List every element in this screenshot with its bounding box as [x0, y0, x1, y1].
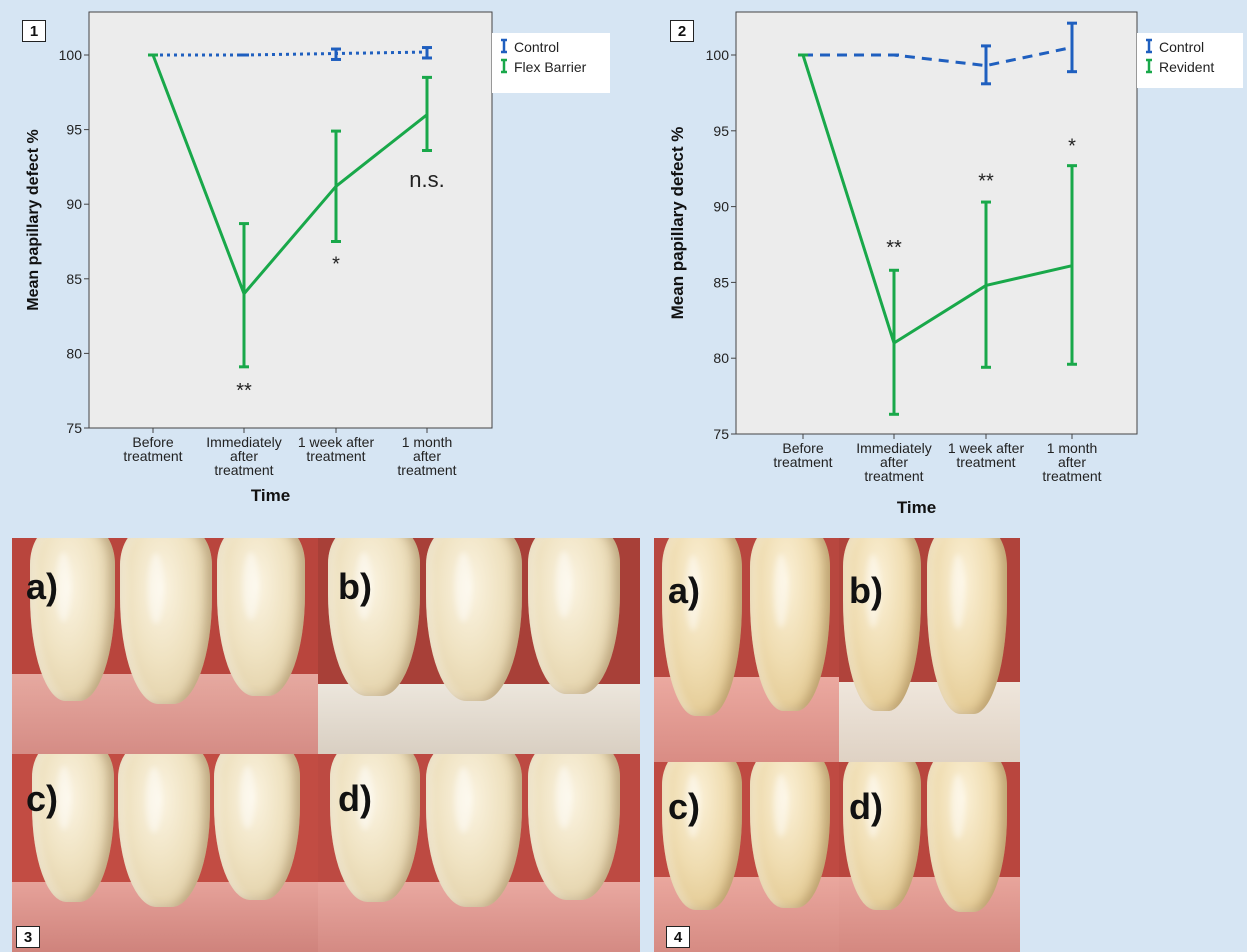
x-tick-label: treatment	[306, 448, 365, 464]
y-tick-label: 90	[66, 196, 82, 212]
y-tick-label: 95	[66, 122, 82, 138]
figure-2-panel: 2 75 80 85 90 95 100 Before treatment Immediatel…	[620, 0, 1247, 530]
significance-annotation: n.s.	[409, 167, 444, 192]
significance-annotation: **	[886, 237, 902, 259]
figure-3-photo-grid: a) b) c) d) 3	[12, 538, 640, 952]
figure-3-number: 3	[16, 926, 40, 948]
x-tick-label: after	[880, 454, 908, 470]
y-axis-label: Mean papillary defect %	[25, 129, 42, 310]
figure-4-photo-grid: a) b) c) d) 4	[654, 538, 1020, 952]
photo-3c: c)	[12, 754, 318, 952]
x-tick-label: after	[413, 448, 441, 464]
figure-2-number: 2	[670, 20, 694, 42]
y-tick-label: 95	[713, 123, 729, 139]
x-tick-label: 1 week after	[948, 440, 1025, 456]
significance-annotation: **	[236, 380, 252, 402]
figure-4-number: 4	[666, 926, 690, 948]
y-tick-label: 85	[66, 271, 82, 287]
photo-3b-label: b)	[338, 566, 372, 607]
x-tick-label: Before	[132, 434, 173, 450]
photo-3d-label: d)	[338, 778, 372, 819]
photo-4a: a)	[654, 538, 839, 762]
x-tick-label: treatment	[956, 454, 1015, 470]
legend-label: Revident	[1159, 59, 1214, 75]
photo-3a-label: a)	[26, 566, 59, 607]
x-tick-label: after	[230, 448, 258, 464]
y-tick-label: 90	[713, 199, 729, 215]
x-tick-label: Immediately	[856, 440, 931, 456]
y-tick-label: 75	[66, 420, 82, 436]
photo-3a: a)	[12, 538, 318, 754]
y-tick-label: 75	[713, 426, 729, 442]
y-tick-label: 100	[706, 47, 730, 63]
photo-3b: b)	[318, 538, 640, 754]
legend-label: Control	[1159, 39, 1204, 55]
x-tick-label: 1 month	[402, 434, 453, 450]
chart-1: 7580859095100BeforetreatmentImmediatelya…	[25, 11, 610, 505]
y-tick-label: 80	[66, 345, 82, 361]
photo-4a-label: a)	[668, 570, 701, 611]
x-tick-label: treatment	[123, 448, 182, 464]
x-tick-label: treatment	[214, 462, 273, 478]
photo-4c-label: c)	[668, 786, 701, 827]
y-tick-label: 85	[713, 274, 729, 290]
x-tick-label: Immediately	[206, 434, 281, 450]
significance-annotation: *	[1068, 135, 1076, 157]
legend-label: Flex Barrier	[514, 59, 587, 75]
significance-annotation: *	[332, 253, 340, 275]
photo-4c: c)	[654, 762, 839, 952]
y-tick-label: 80	[713, 350, 729, 366]
x-tick-label: 1 month	[1047, 440, 1098, 456]
x-tick-label: treatment	[1042, 468, 1101, 484]
chart-2: 7580859095100BeforetreatmentImmediatelya…	[668, 11, 1243, 517]
plot-area	[735, 11, 1138, 435]
x-tick-label: treatment	[397, 462, 456, 478]
photo-4b-label: b)	[849, 570, 883, 611]
legend-box	[1137, 33, 1243, 88]
legend-box	[492, 33, 610, 93]
x-tick-label: Before	[782, 440, 823, 456]
x-tick-label: 1 week after	[298, 434, 375, 450]
legend-label: Control	[514, 39, 559, 55]
photo-4d: d)	[839, 762, 1020, 952]
series-line-control	[803, 45, 1073, 68]
y-tick-label: 100	[59, 47, 83, 63]
x-axis-label: Time	[251, 486, 290, 505]
significance-annotation: **	[978, 170, 994, 192]
photo-4d-label: d)	[849, 786, 883, 827]
x-tick-label: treatment	[864, 468, 923, 484]
series-line-revident	[801, 54, 1073, 345]
y-axis-label: Mean papillary defect %	[668, 127, 687, 320]
photo-3d: d)	[318, 754, 640, 952]
x-tick-label: after	[1058, 454, 1086, 470]
plot-area	[88, 11, 493, 429]
figure-1-number: 1	[22, 20, 46, 42]
photo-3c-label: c)	[26, 778, 59, 819]
x-tick-label: treatment	[773, 454, 832, 470]
x-axis-label: Time	[897, 498, 936, 517]
series-line-flex-barrier	[151, 54, 428, 296]
figure-1-panel: 1 75 80 85 90 95 100 Before treatment Immediatel…	[0, 0, 620, 515]
photo-4b: b)	[839, 538, 1020, 762]
